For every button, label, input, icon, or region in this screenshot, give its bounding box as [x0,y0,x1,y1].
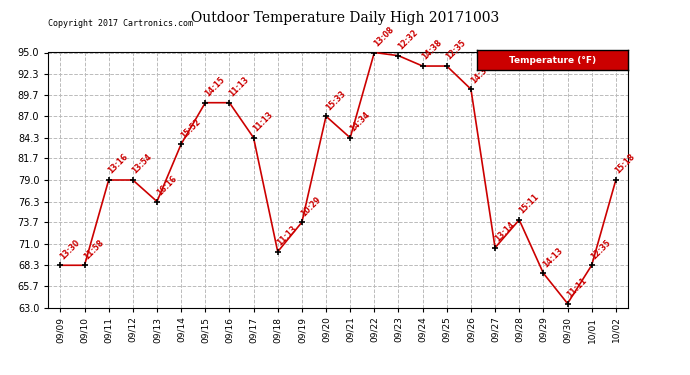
Text: 12:35: 12:35 [589,238,613,261]
Text: 13:30: 13:30 [58,238,81,261]
Text: 14:31: 14:31 [469,62,492,85]
Text: 11:11: 11:11 [565,276,589,299]
Text: 14:38: 14:38 [420,38,444,62]
Text: 16:16: 16:16 [155,174,178,197]
Text: 13:16: 13:16 [106,152,130,176]
Text: 11:58: 11:58 [82,238,106,261]
Text: 11:13: 11:13 [251,110,275,134]
Text: 15:52: 15:52 [179,117,202,140]
Text: 15:33: 15:33 [324,89,347,112]
Text: 11:13: 11:13 [227,75,250,99]
Text: 13:08: 13:08 [372,25,395,48]
Text: 15:11: 15:11 [517,192,540,216]
Text: 12:35: 12:35 [444,39,468,62]
Text: 13:54: 13:54 [130,153,154,176]
Text: 14:13: 14:13 [541,246,564,269]
Text: Copyright 2017 Cartronics.com: Copyright 2017 Cartronics.com [48,20,193,28]
Text: 14:15: 14:15 [203,75,226,99]
Text: 13:14: 13:14 [493,220,516,244]
Text: Outdoor Temperature Daily High 20171003: Outdoor Temperature Daily High 20171003 [191,11,499,25]
Text: 11:13: 11:13 [275,224,299,248]
Text: 15:18: 15:18 [613,152,637,176]
Text: 12:32: 12:32 [396,28,420,51]
Text: 14:34: 14:34 [348,110,371,134]
Text: 10:29: 10:29 [299,195,323,218]
